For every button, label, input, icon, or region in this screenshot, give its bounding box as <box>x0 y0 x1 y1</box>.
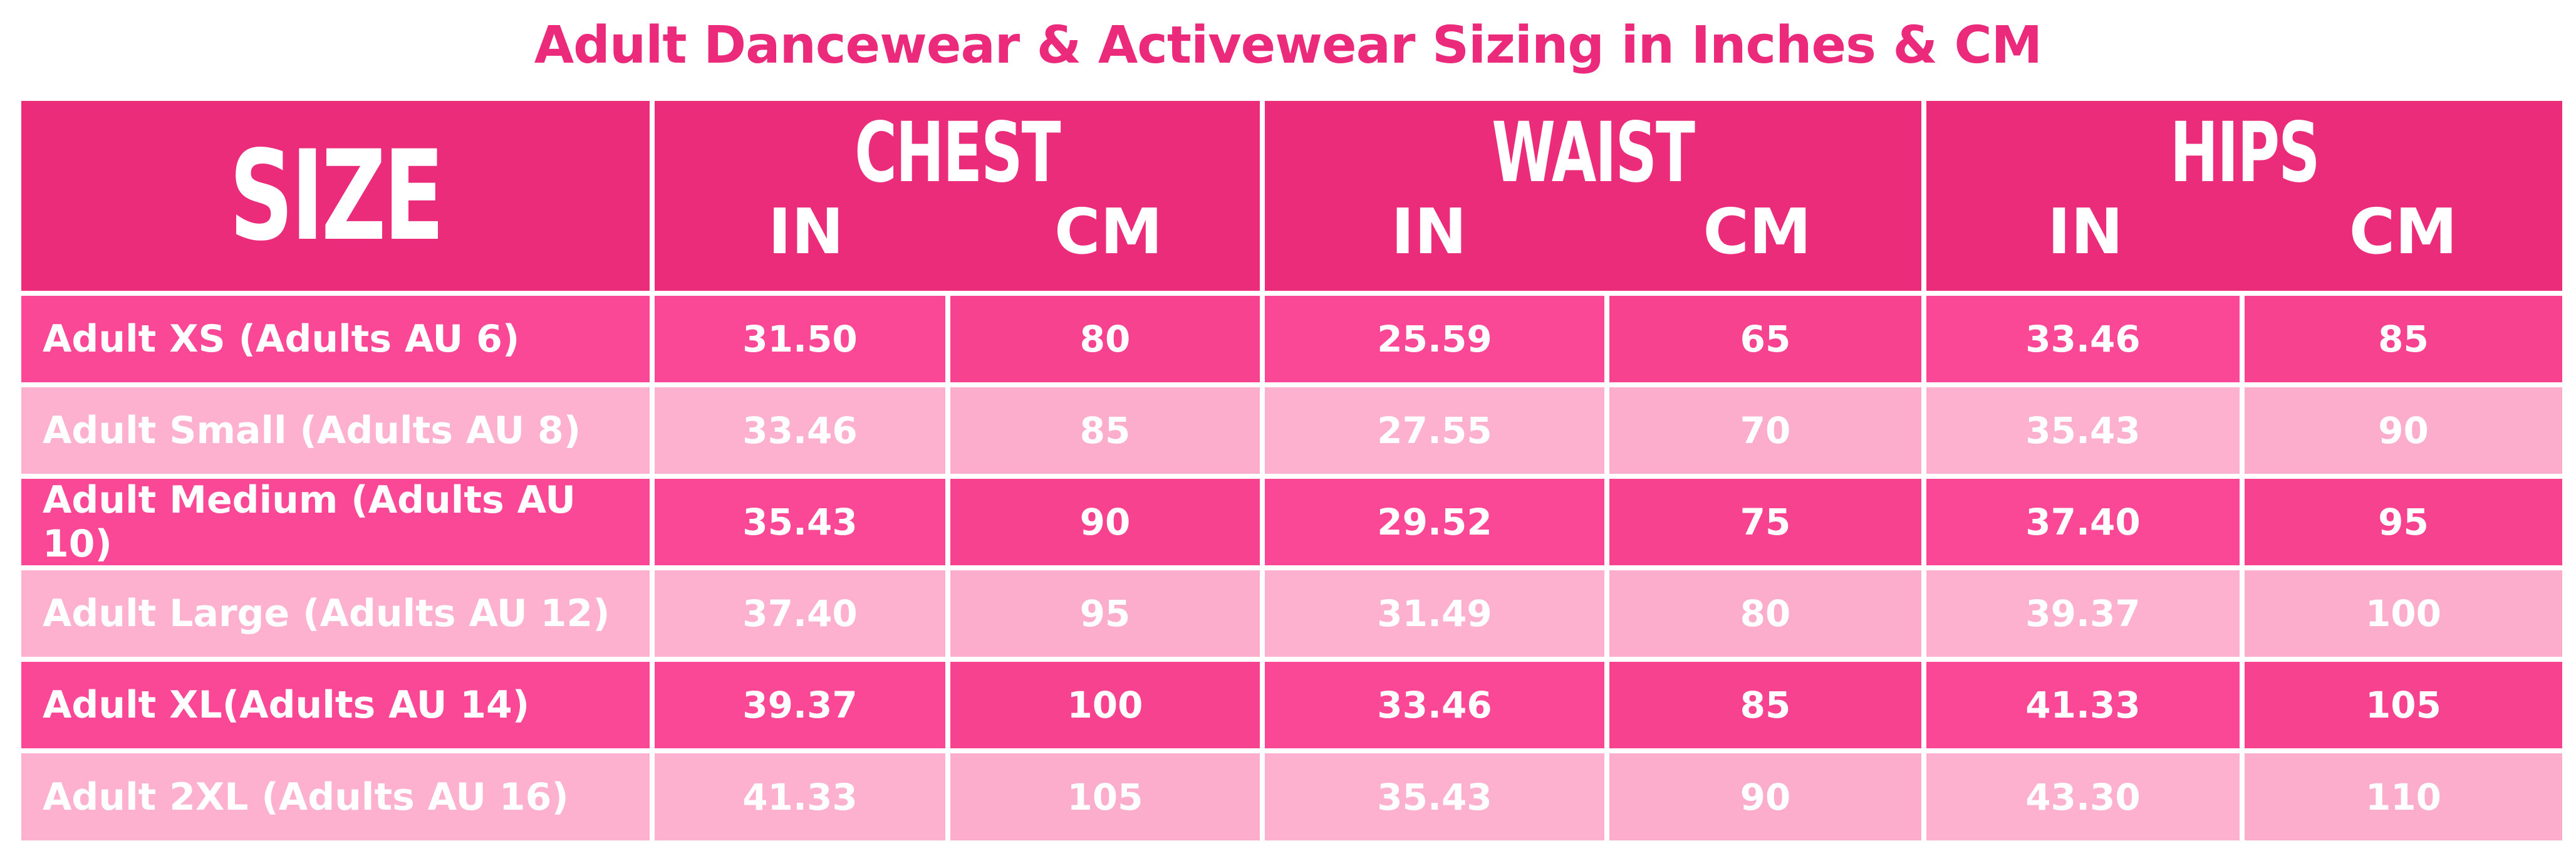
hips-in-cell: 33.46 <box>1926 296 2240 382</box>
chest-cm-cell: 90 <box>950 479 1260 565</box>
hips-cm-cell: 85 <box>2245 296 2562 382</box>
chest-in-cell: 33.46 <box>655 387 945 474</box>
chest-header: CHEST IN CM <box>655 101 1260 291</box>
chest-cm-label: CM <box>1054 195 1163 268</box>
size-label-cell: Adult Small (Adults AU 8) <box>21 387 650 474</box>
waist-in-label: IN <box>1391 195 1467 268</box>
waist-in-cell: 25.59 <box>1265 296 1604 382</box>
waist-cm-cell: 65 <box>1609 296 1921 382</box>
waist-header: WAIST IN CM <box>1265 101 1921 291</box>
waist-in-cell: 33.46 <box>1265 662 1604 748</box>
chest-in-cell: 39.37 <box>655 662 945 748</box>
hips-in-cell: 39.37 <box>1926 570 2240 657</box>
size-label-cell: Adult Large (Adults AU 12) <box>21 570 650 657</box>
chest-title: CHEST <box>854 105 1061 201</box>
chest-cm-cell: 105 <box>950 753 1260 840</box>
hips-cm-label: CM <box>2349 195 2458 268</box>
chest-in-label: IN <box>768 195 844 268</box>
waist-title: WAIST <box>1492 105 1696 201</box>
size-label-cell: Adult Medium (Adults AU 10) <box>21 478 650 566</box>
size-label-cell: Adult XS (Adults AU 6) <box>21 296 650 382</box>
size-header-cell: SIZE <box>21 101 650 291</box>
size-label-cell: Adult 2XL (Adults AU 16) <box>21 753 650 840</box>
hips-in-cell: 41.33 <box>1926 662 2240 748</box>
waist-cm-cell: 75 <box>1609 479 1921 565</box>
chest-in-cell: 37.40 <box>655 570 945 657</box>
size-label-cell: Adult XL(Adults AU 14) <box>21 662 650 748</box>
hips-header: HIPS IN CM <box>1926 101 2562 291</box>
waist-cm-cell: 85 <box>1609 662 1921 748</box>
waist-in-cell: 27.55 <box>1265 387 1604 474</box>
hips-in-cell: 37.40 <box>1926 479 2240 565</box>
chest-cm-cell: 95 <box>950 570 1260 657</box>
hips-cm-cell: 90 <box>2245 387 2562 474</box>
hips-in-label: IN <box>2047 195 2124 268</box>
chest-in-cell: 31.50 <box>655 296 945 382</box>
waist-in-cell: 35.43 <box>1265 753 1604 840</box>
waist-in-cell: 31.49 <box>1265 570 1604 657</box>
hips-title: HIPS <box>2169 105 2320 201</box>
waist-in-cell: 29.52 <box>1265 479 1604 565</box>
hips-cm-cell: 100 <box>2245 570 2562 657</box>
hips-in-cell: 43.30 <box>1926 753 2240 840</box>
hips-cm-cell: 110 <box>2245 753 2562 840</box>
waist-cm-cell: 80 <box>1609 570 1921 657</box>
hips-cm-cell: 105 <box>2245 662 2562 748</box>
waist-cm-cell: 70 <box>1609 387 1921 474</box>
chest-in-cell: 35.43 <box>655 479 945 565</box>
hips-in-cell: 35.43 <box>1926 387 2240 474</box>
chest-cm-cell: 85 <box>950 387 1260 474</box>
hips-cm-cell: 95 <box>2245 479 2562 565</box>
chest-cm-cell: 80 <box>950 296 1260 382</box>
page-title: Adult Dancewear & Activewear Sizing in I… <box>534 16 2043 75</box>
chest-cm-cell: 100 <box>950 662 1260 748</box>
sizing-table: SIZE CHEST IN CM WAIST IN CM HIPS IN CM … <box>21 101 2562 843</box>
chest-in-cell: 41.33 <box>655 753 945 840</box>
waist-cm-cell: 90 <box>1609 753 1921 840</box>
waist-cm-label: CM <box>1703 195 1812 268</box>
size-header: SIZE <box>229 123 445 268</box>
